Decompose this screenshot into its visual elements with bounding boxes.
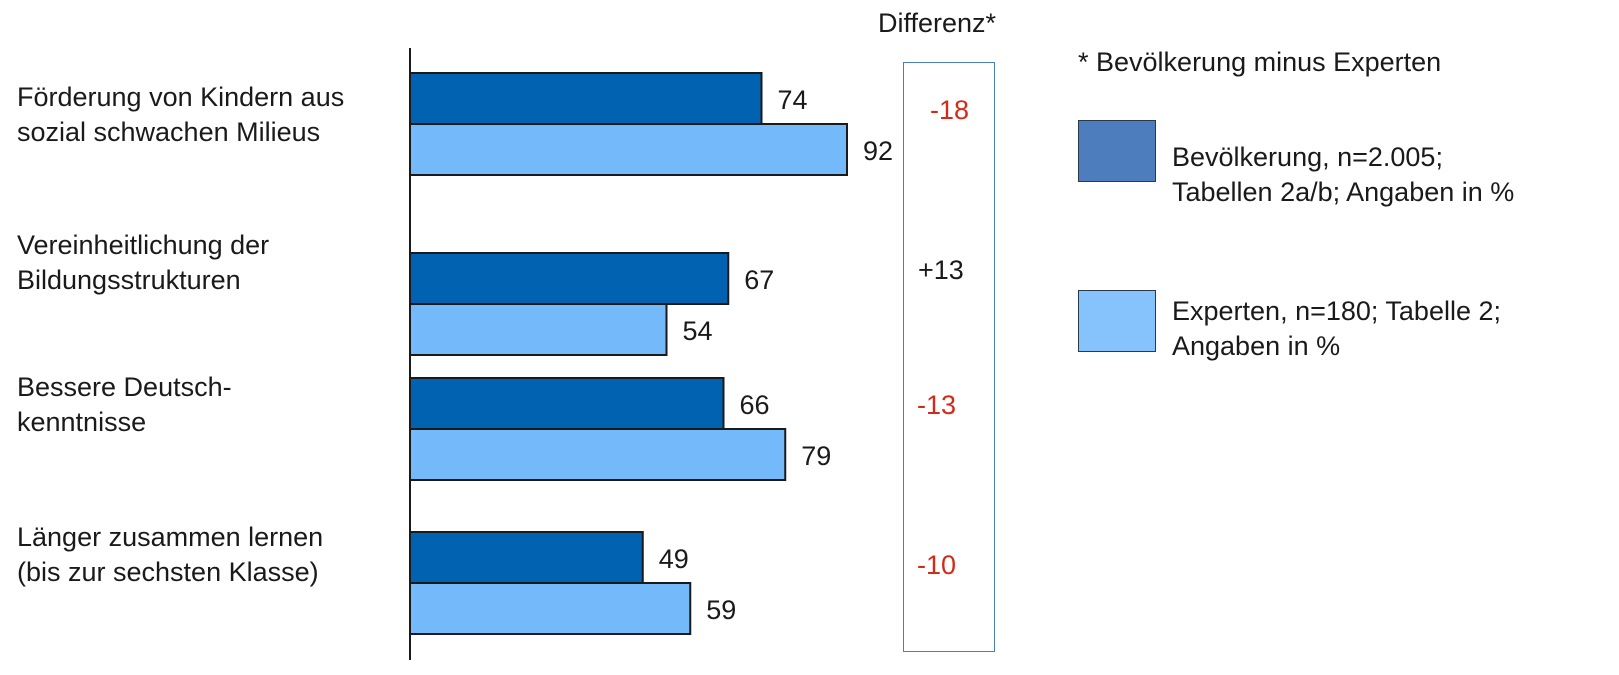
legend-label-experten: Experten, n=180; Tabelle 2; Angaben in % <box>1172 294 1612 364</box>
difference-title: Differenz* <box>878 8 997 38</box>
bar-value-label: 66 <box>740 390 770 420</box>
category-label-line: kenntnisse <box>17 407 147 437</box>
bar <box>409 377 725 430</box>
difference-value: -18 <box>930 95 970 125</box>
bar <box>409 303 668 356</box>
bar-value-label: 92 <box>863 136 893 166</box>
legend-line: Tabellen 2a/b; Angaben in % <box>1172 177 1515 207</box>
bar-value-label: 59 <box>706 595 736 625</box>
bar-value-label: 79 <box>801 441 831 471</box>
bar <box>409 428 787 481</box>
category-label-line: Bildungsstrukturen <box>17 265 241 295</box>
category-label-line: Vereinheitlichung der <box>17 230 270 260</box>
bar-value-label: 67 <box>744 265 774 295</box>
category-label: Bessere Deutsch-kenntnisse <box>17 370 407 440</box>
bar <box>409 123 848 176</box>
legend-label-bevoelkerung: Bevölkerung, n=2.005; Tabellen 2a/b; Ang… <box>1172 140 1612 210</box>
legend-swatch-experten <box>1078 290 1156 352</box>
difference-value: -10 <box>917 550 957 580</box>
category-label-line: (bis zur sechsten Klasse) <box>17 557 319 587</box>
category-label: Vereinheitlichung der Bildungsstrukturen <box>17 228 407 298</box>
legend-line: Bevölkerung, n=2.005; <box>1172 142 1443 172</box>
legend-swatch-bevoelkerung <box>1078 120 1156 182</box>
difference-box <box>903 62 995 652</box>
difference-value: +13 <box>918 255 964 285</box>
bar-value-label: 74 <box>778 85 808 115</box>
bar-value-label: 49 <box>659 544 689 574</box>
legend-line: Angaben in % <box>1172 331 1341 361</box>
category-label-line: Länger zusammen lernen <box>17 522 324 552</box>
category-label: Förderung von Kindern aus sozial schwache… <box>17 80 407 150</box>
category-label-line: sozial schwachen Milieus <box>17 117 321 147</box>
bar-value-label: 54 <box>683 316 713 346</box>
bar <box>409 531 644 584</box>
category-label: Länger zusammen lernen (bis zur sechsten … <box>17 520 407 590</box>
category-label-line: Förderung von Kindern aus <box>17 82 345 112</box>
bar <box>409 582 692 635</box>
bar <box>409 72 763 125</box>
difference-value: -13 <box>917 390 957 420</box>
footnote: * Bevölkerung minus Experten <box>1078 47 1442 77</box>
category-label-line: Bessere Deutsch- <box>17 372 232 402</box>
legend-line: Experten, n=180; Tabelle 2; <box>1172 296 1501 326</box>
bar <box>409 252 730 305</box>
